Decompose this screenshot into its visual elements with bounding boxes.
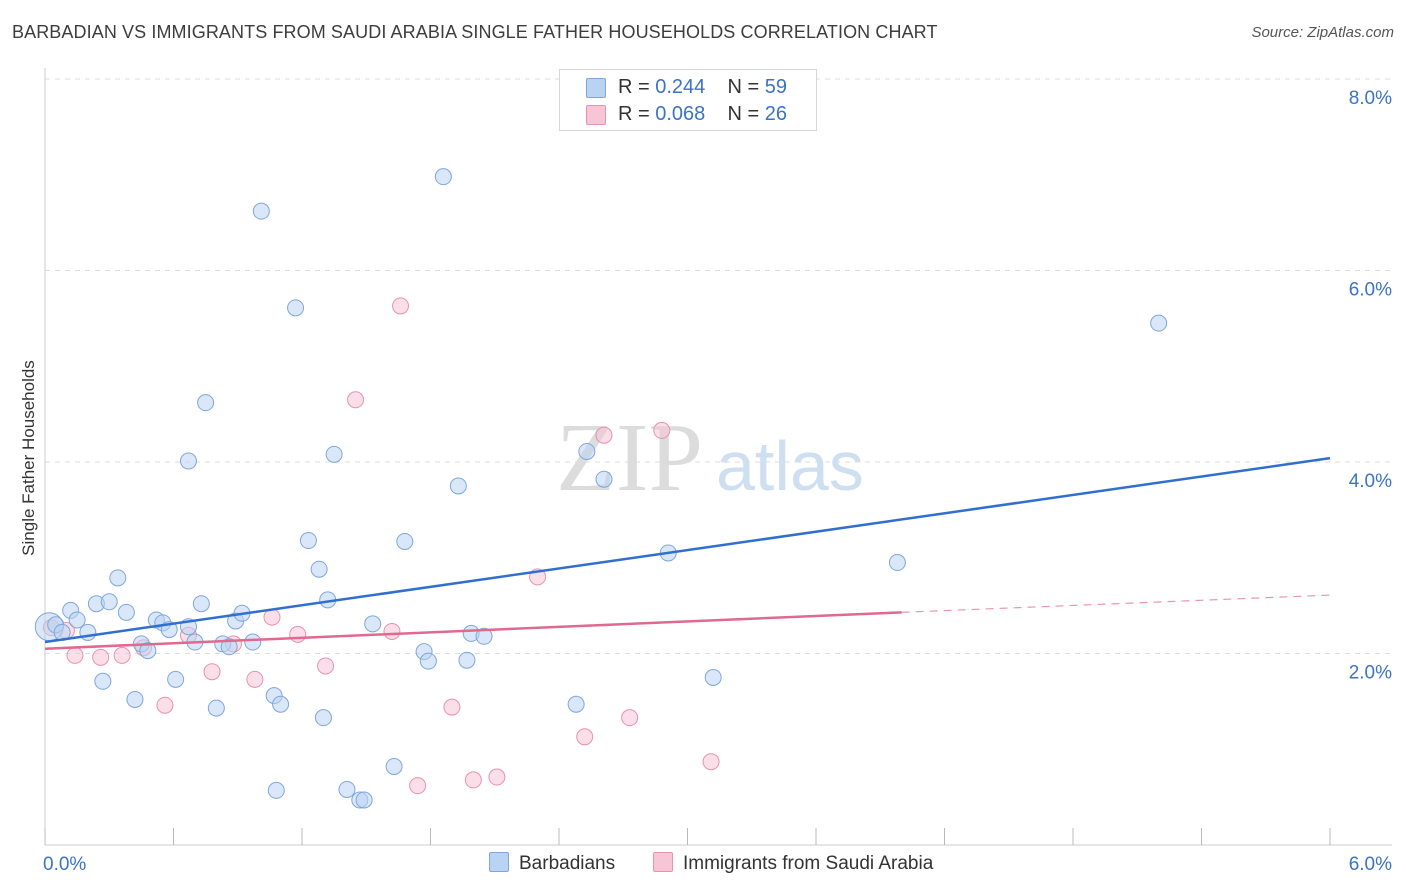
data-point-saudi-arabia [66,646,84,664]
series-barbadians-points [34,168,1168,809]
data-point-saudi-arabia [488,768,506,786]
legend-n-value: 59 [764,76,788,98]
data-point-barbadians [299,532,317,550]
data-point-saudi-arabia [203,663,221,681]
trend-line-saudi-arabia [44,611,902,650]
data-point-barbadians [475,627,493,645]
data-point-barbadians [310,560,328,578]
data-point-saudi-arabia [595,426,613,444]
watermark-atlas: atlas [716,427,864,505]
data-point-barbadians [449,477,467,495]
data-point-barbadians [252,202,270,220]
legend-swatch-pink [586,105,606,125]
y-tick-label: 2.0% [1349,663,1392,684]
y-tick-label: 4.0% [1349,471,1392,492]
data-point-saudi-arabia [409,777,427,795]
trend-lines [44,456,1331,650]
data-point-barbadians [364,615,382,633]
bottom-legend-swatch-pink [653,852,673,872]
data-point-saudi-arabia [347,391,365,409]
data-point-barbadians [338,780,356,798]
data-point-barbadians [888,554,906,572]
data-point-barbadians [434,168,452,186]
data-point-barbadians [704,668,722,686]
data-point-barbadians [207,699,225,717]
y-tick-label: 8.0% [1349,88,1392,109]
trend-line-barbadians [44,456,1331,644]
data-point-barbadians [385,757,403,775]
data-point-saudi-arabia [702,753,720,771]
source-credit: Source: ZipAtlas.com [1251,24,1394,41]
data-point-barbadians [197,394,215,412]
bottom-legend-barbadians: Barbadians [489,852,615,875]
data-point-saudi-arabia [113,646,131,664]
data-point-saudi-arabia [576,728,594,746]
data-point-saudi-arabia [156,696,174,714]
gridlines [45,78,1392,654]
data-point-barbadians [396,532,414,550]
data-point-barbadians [272,695,290,713]
data-point-saudi-arabia [92,648,110,666]
legend-r-value: 0.244 [655,76,706,98]
y-axis-label: Single Father Households [19,360,38,556]
axes [44,68,1392,846]
data-point-saudi-arabia [392,297,410,315]
series-saudi-arabia-points [42,297,720,795]
data-point-saudi-arabia [289,625,307,643]
x-tick-label: 6.0% [1349,854,1392,875]
data-point-barbadians [100,593,118,611]
data-point-saudi-arabia [464,771,482,789]
data-point-saudi-arabia [383,622,401,640]
legend-r-label: R = [618,76,650,98]
legend-r-value: 0.068 [655,103,706,125]
tick-labels: 2.0% 4.0% 6.0% 8.0% 0.0% 6.0% [43,88,1392,875]
data-point-barbadians [68,611,86,629]
data-point-barbadians [79,623,97,641]
data-point-barbadians [220,638,238,656]
y-tick-label: 6.0% [1349,280,1392,301]
data-point-barbadians [355,791,373,809]
data-point-barbadians [578,442,596,460]
data-point-barbadians [126,690,144,708]
bottom-legend-saudi-arabia: Immigrants from Saudi Arabia [653,852,933,875]
data-point-barbadians [167,670,185,688]
legend-r-label: R = [618,103,650,125]
data-point-barbadians [314,709,332,727]
data-point-barbadians [267,781,285,799]
data-point-barbadians [244,633,262,651]
data-point-barbadians [1150,314,1168,332]
watermark-zip: ZIP [556,404,703,512]
data-point-saudi-arabia [317,657,335,675]
data-point-barbadians [419,652,437,670]
data-point-saudi-arabia [443,698,461,716]
data-point-barbadians [139,642,157,660]
data-point-saudi-arabia [246,670,264,688]
legend-n-label: N = [727,76,760,98]
data-point-barbadians [179,452,197,470]
data-point-barbadians [94,672,112,690]
data-point-barbadians [567,695,585,713]
chart-title: BARBADIAN VS IMMIGRANTS FROM SAUDI ARABI… [12,22,938,42]
data-point-saudi-arabia [621,709,639,727]
data-point-barbadians [458,651,476,669]
trend-line-saudi-arabia-extrapolated [901,594,1331,613]
legend-swatch-blue [586,78,606,98]
data-point-barbadians [595,470,613,488]
data-point-saudi-arabia [653,421,671,439]
legend-n-value: 26 [764,103,788,125]
bottom-legend-label: Barbadians [519,853,616,874]
data-point-barbadians [325,445,343,463]
x-tick-label: 0.0% [43,854,86,875]
bottom-legend-label: Immigrants from Saudi Arabia [683,853,934,874]
legend-n-label: N = [727,103,760,125]
data-point-barbadians [192,595,210,613]
data-point-barbadians [117,603,135,621]
correlation-legend: R = 0.244 N = 59 R = 0.068 N = 26 [559,69,817,131]
bottom-legend-swatch-blue [489,852,509,872]
data-point-barbadians [109,569,127,587]
data-point-barbadians [287,299,305,317]
